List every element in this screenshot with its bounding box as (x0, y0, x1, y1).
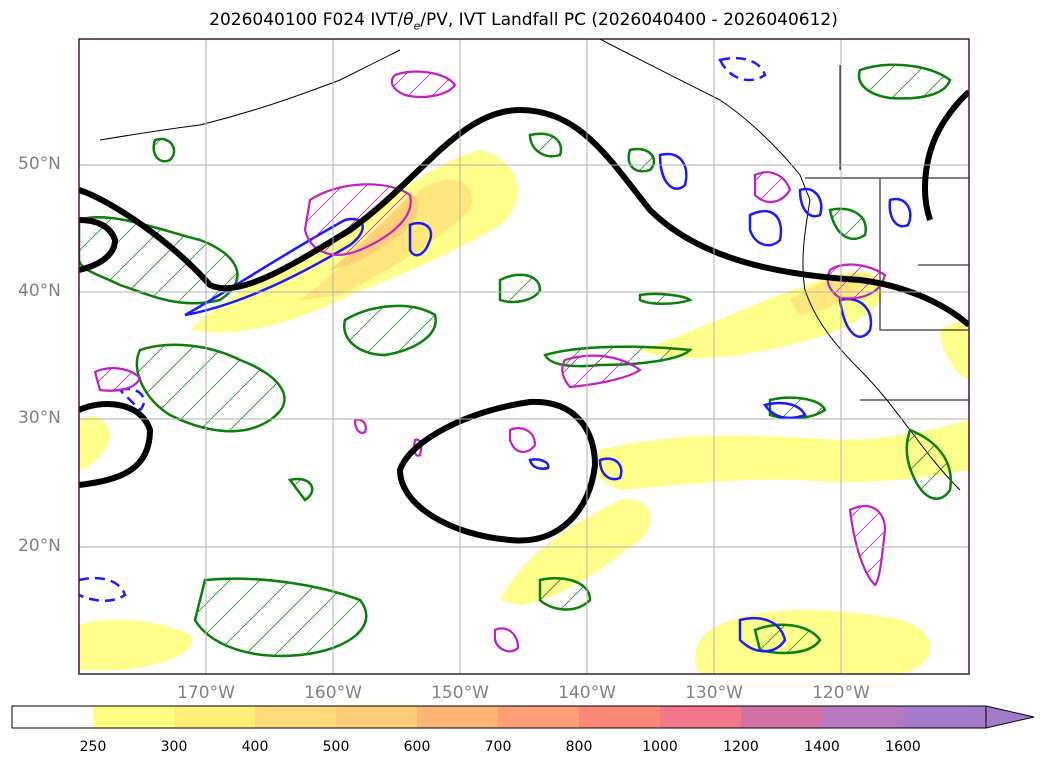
colorbar-label: 300 (160, 739, 188, 755)
colorbar-segment (93, 706, 174, 728)
map-title: 2026040100 F024 IVT/θe/PV, IVT Landfall … (209, 10, 838, 33)
lat-label-30n: 30°N (18, 408, 61, 428)
lon-label-150w: 150°W (431, 683, 489, 703)
colorbar-segment (255, 706, 336, 728)
colorbar-label: 700 (484, 739, 512, 755)
colorbar-label: 800 (565, 739, 593, 755)
colorbar-segment (417, 706, 498, 728)
lon-label-160w: 160°W (304, 683, 362, 703)
lon-label-130w: 130°W (685, 683, 743, 703)
colorbar-label: 250 (79, 739, 107, 755)
colorbar-segment (903, 706, 986, 728)
lat-label-20n: 20°N (18, 536, 61, 556)
colorbar-segment (660, 706, 741, 728)
colorbar-label: 500 (322, 739, 350, 755)
colorbar-segment (579, 706, 660, 728)
lon-label-170w: 170°W (177, 683, 235, 703)
colorbar-label: 600 (403, 739, 431, 755)
grid-lines (79, 39, 969, 674)
colorbar-segment (174, 706, 255, 728)
colorbar-under-segment (12, 706, 93, 728)
colorbar-segment (822, 706, 903, 728)
lon-label-140w: 140°W (558, 683, 616, 703)
colorbar-label: 1000 (642, 739, 678, 755)
colorbar-label: 1200 (723, 739, 759, 755)
lat-label-40n: 40°N (18, 281, 61, 301)
green-contours (79, 63, 953, 658)
colorbar-segment (336, 706, 417, 728)
colorbar (12, 706, 986, 728)
colorbar-label: 400 (241, 739, 269, 755)
colorbar-label: 1400 (804, 739, 840, 755)
lon-label-120w: 120°W (812, 683, 870, 703)
map-content (79, 39, 969, 674)
colorbar-label: 1600 (885, 739, 921, 755)
colorbar-segment (498, 706, 579, 728)
black-contours (79, 89, 969, 544)
lat-label-50n: 50°N (18, 154, 61, 174)
map-frame (78, 38, 970, 675)
colorbar-segment (741, 706, 822, 728)
colorbar-extend-arrow (985, 705, 1035, 729)
